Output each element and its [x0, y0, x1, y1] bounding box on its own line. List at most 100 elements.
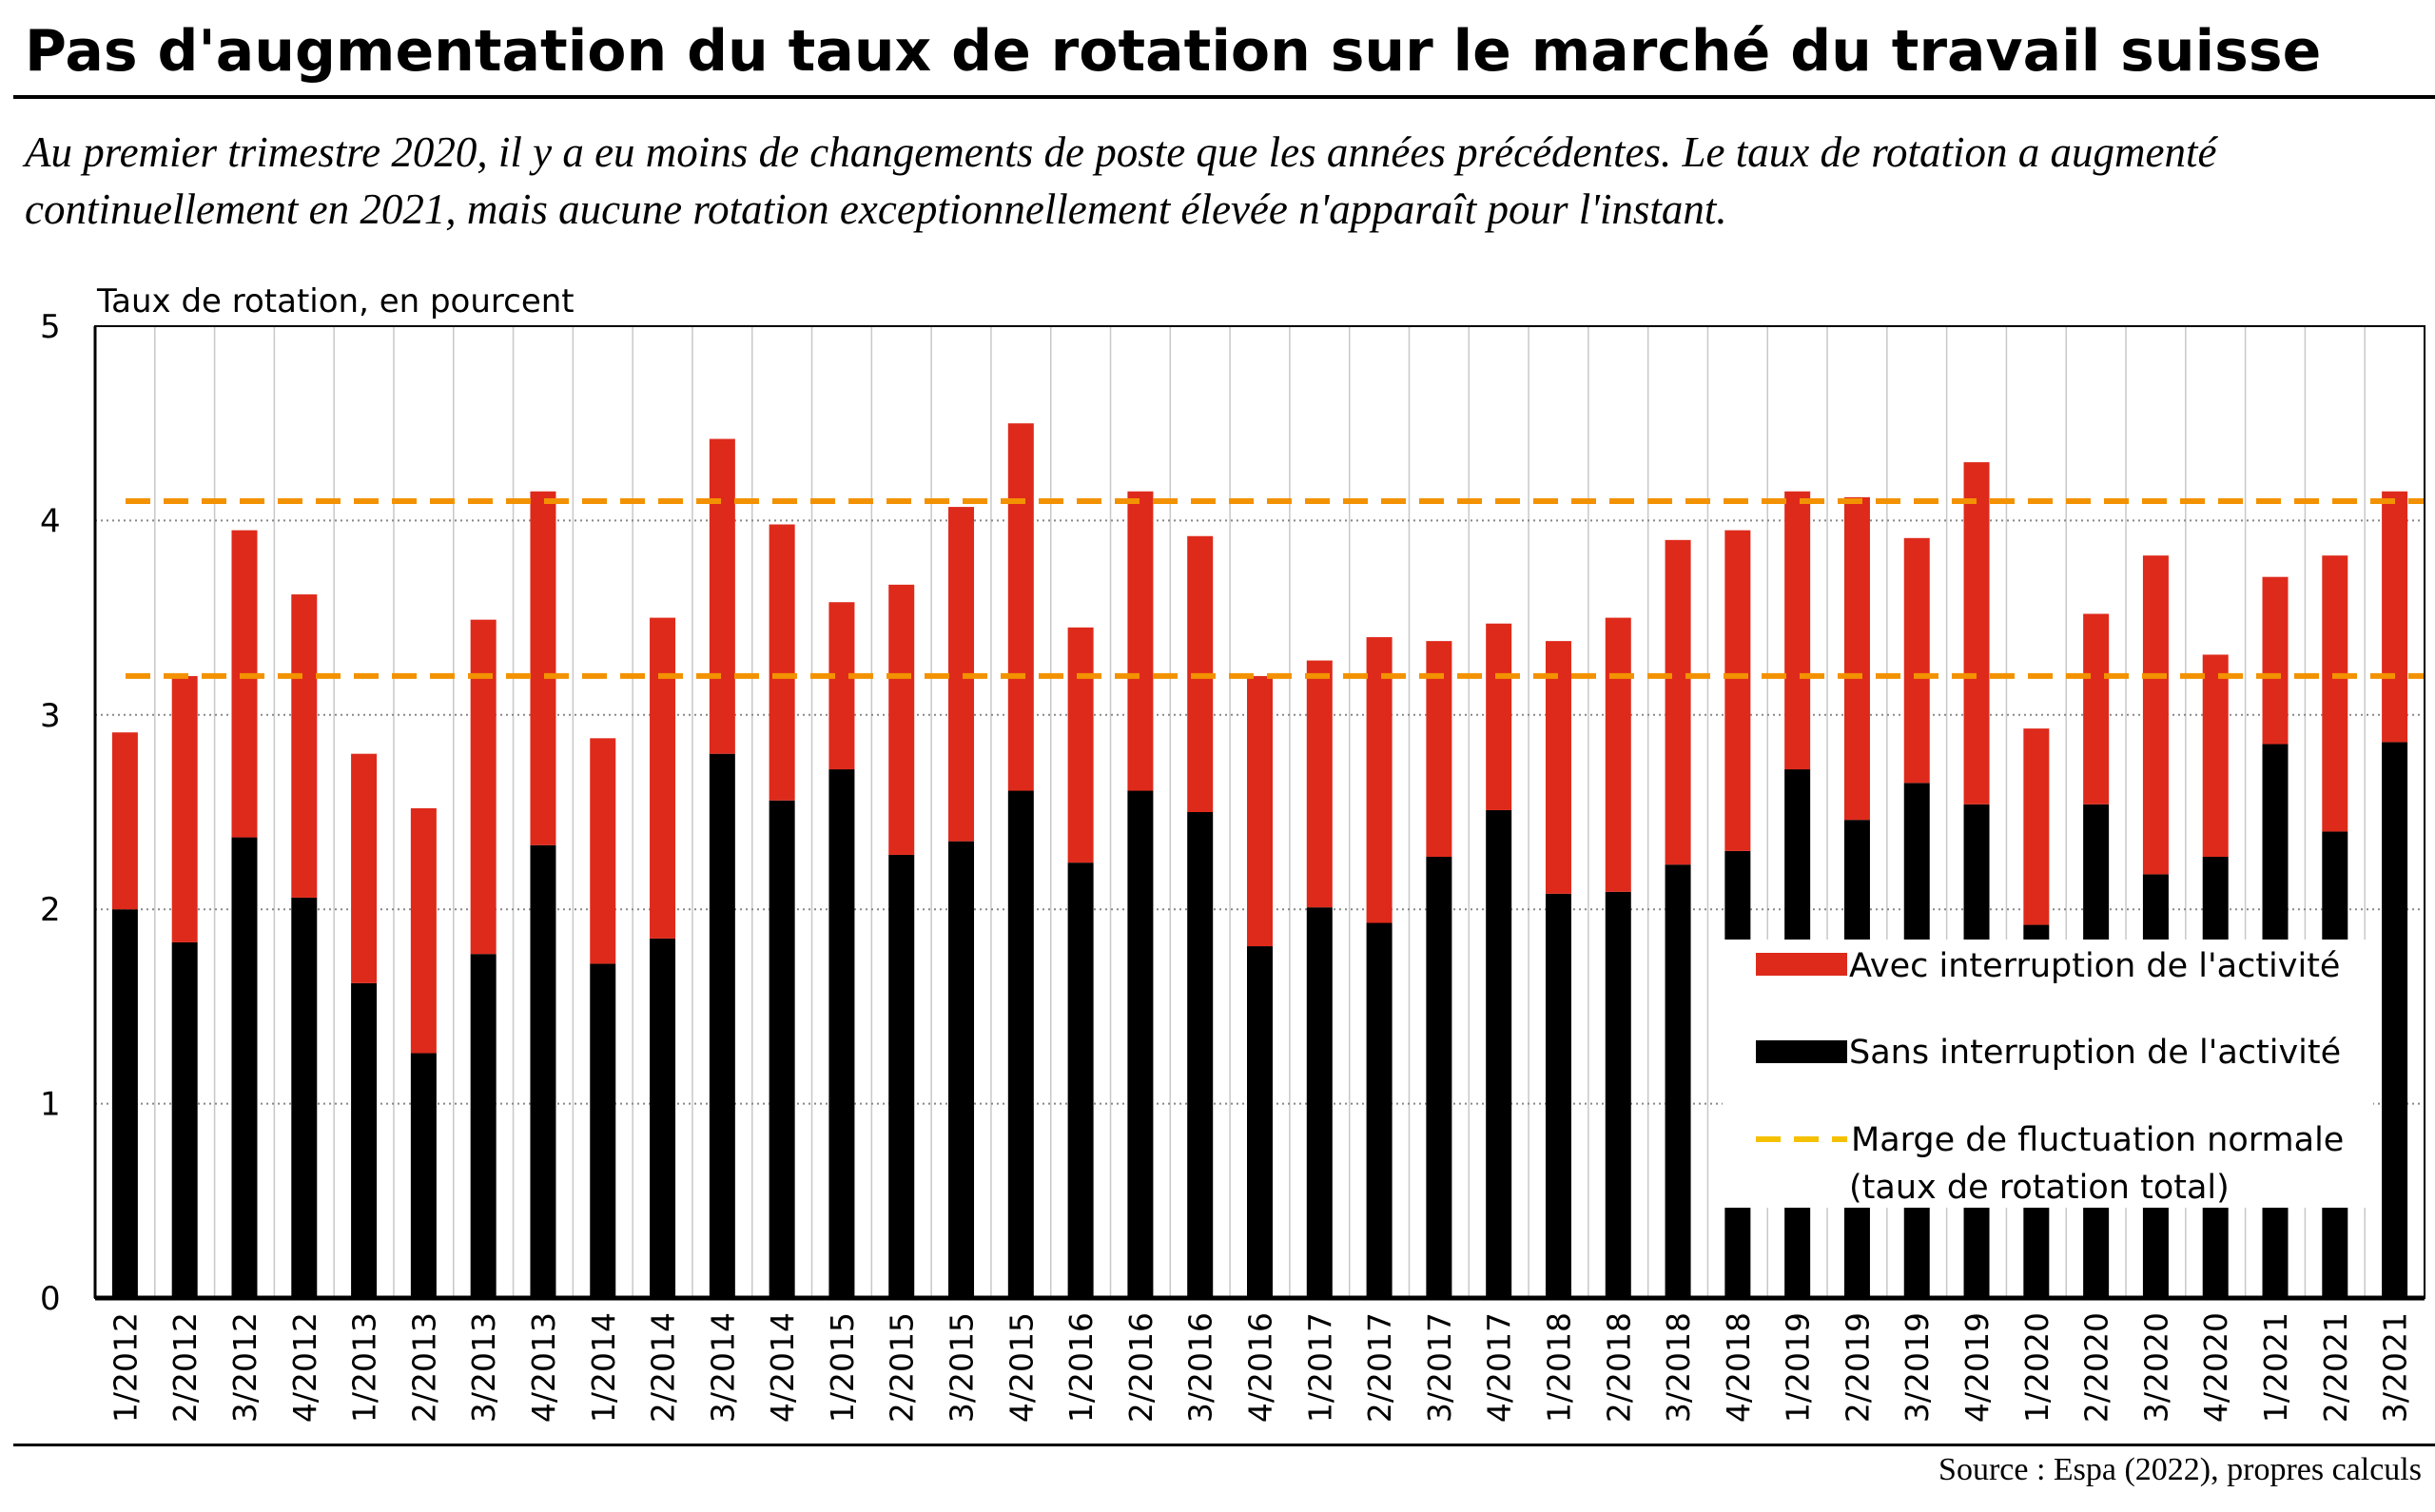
- x-tick-label: 1/2019: [1780, 1312, 1817, 1423]
- bar-sans-interruption: [291, 897, 318, 1298]
- y-tick-label: 5: [40, 308, 61, 346]
- bar-avec-interruption: [1306, 660, 1333, 908]
- bar-sans-interruption: [1545, 893, 1571, 1298]
- x-tick-label: 1/2013: [346, 1312, 383, 1423]
- bar-sans-interruption: [650, 938, 676, 1298]
- bar-sans-interruption: [231, 837, 258, 1298]
- bar-sans-interruption: [828, 769, 855, 1298]
- x-tick-label: 4/2017: [1481, 1312, 1518, 1423]
- bar-sans-interruption: [1067, 863, 1094, 1298]
- bar-avec-interruption: [410, 807, 437, 1054]
- bar-sans-interruption: [111, 909, 138, 1298]
- x-tick-label: 2/2015: [884, 1312, 921, 1423]
- x-tick-label: 2/2019: [1839, 1312, 1876, 1423]
- x-tick-label: 1/2018: [1540, 1312, 1577, 1423]
- x-tick-label: 4/2014: [764, 1312, 801, 1423]
- bar-sans-interruption: [1187, 812, 1214, 1298]
- bar-avec-interruption: [1724, 530, 1751, 851]
- x-tick-label: 2/2021: [2317, 1312, 2354, 1423]
- x-tick-label: 3/2012: [226, 1312, 263, 1423]
- bar-sans-interruption: [1426, 857, 1452, 1298]
- chart-subtitle: Au premier trimestre 2020, il y a eu moi…: [25, 128, 2217, 233]
- x-tick-label: 3/2020: [2137, 1312, 2174, 1423]
- tick-labels: 0 1 2 3 4 5 1/2012 2/2012 3/2012 4/2012 1/2013 2/20…: [40, 308, 2414, 1423]
- legend-label-band-line1: Marge de fluctuation normale: [1851, 1121, 2344, 1159]
- y-tick-label: 1: [40, 1086, 61, 1124]
- bar-avec-interruption: [888, 584, 915, 855]
- x-tick-label: 4/2019: [1958, 1312, 1996, 1423]
- bar-sans-interruption: [1007, 790, 1034, 1298]
- bottom-rule: [13, 1444, 2435, 1446]
- bar-sans-interruption: [769, 800, 795, 1298]
- x-tick-label: 2/2013: [405, 1312, 442, 1423]
- x-tick-label: 1/2015: [824, 1312, 861, 1423]
- y-tick-label: 0: [40, 1280, 61, 1318]
- bar-sans-interruption: [590, 963, 616, 1298]
- legend: Avec interruption de l'activité Sans int…: [1723, 940, 2373, 1208]
- bar-sans-interruption: [470, 954, 497, 1298]
- bar-avec-interruption: [1247, 675, 1273, 947]
- legend-swatch-avec: [1756, 953, 1847, 976]
- x-tick-label: 3/2015: [944, 1312, 981, 1423]
- y-axis-label: Taux de rotation, en pourcent: [96, 282, 575, 320]
- bar-avec-interruption: [2083, 613, 2110, 804]
- x-tick-label: 4/2020: [2197, 1312, 2234, 1423]
- x-tick-label: 1/2020: [2018, 1312, 2055, 1423]
- bar-avec-interruption: [650, 617, 676, 939]
- bar-avec-interruption: [291, 594, 318, 898]
- y-tick-label: 3: [40, 697, 61, 735]
- bar-avec-interruption: [1366, 637, 1393, 923]
- bar-sans-interruption: [1665, 864, 1691, 1298]
- x-tick-label: 4/2012: [286, 1312, 323, 1423]
- legend-label-avec: Avec interruption de l'activité: [1849, 947, 2340, 985]
- y-tick-label: 2: [40, 891, 61, 929]
- bar-sans-interruption: [1127, 790, 1154, 1298]
- bar-sans-interruption: [888, 854, 915, 1298]
- x-tick-label: 2/2014: [645, 1312, 682, 1423]
- bar-avec-interruption: [2142, 555, 2169, 875]
- bars: [111, 423, 2408, 1298]
- x-tick-label: 3/2016: [1182, 1312, 1219, 1423]
- bar-avec-interruption: [1007, 423, 1034, 791]
- x-tick-label: 3/2014: [704, 1312, 741, 1423]
- bar-avec-interruption: [2023, 728, 2050, 925]
- bar-avec-interruption: [1545, 641, 1571, 894]
- bar-avec-interruption: [2382, 491, 2408, 743]
- x-tick-label: 4/2015: [1003, 1312, 1040, 1423]
- x-tick-label: 2/2017: [1361, 1312, 1398, 1423]
- x-tick-label: 3/2013: [465, 1312, 502, 1423]
- grid-lines: [95, 326, 2425, 1298]
- x-tick-label: 2/2012: [166, 1312, 204, 1423]
- bar-sans-interruption: [1247, 946, 1273, 1298]
- bar-avec-interruption: [2322, 555, 2348, 832]
- bar-sans-interruption: [1486, 809, 1512, 1298]
- x-tick-label: 1/2014: [585, 1312, 622, 1423]
- bar-avec-interruption: [1127, 491, 1154, 791]
- chart-title: Pas d'augmentation du taux de rotation s…: [25, 18, 2322, 85]
- bar-avec-interruption: [1486, 623, 1512, 810]
- bar-avec-interruption: [1784, 491, 1811, 770]
- bar-sans-interruption: [351, 982, 378, 1298]
- bar-avec-interruption: [530, 491, 556, 845]
- bar-avec-interruption: [828, 602, 855, 770]
- bar-sans-interruption: [948, 841, 975, 1298]
- x-tick-label: 3/2019: [1899, 1312, 1936, 1423]
- fluctuation-band-lines: [126, 497, 2425, 679]
- x-tick-label: 3/2021: [2377, 1312, 2414, 1423]
- bar-sans-interruption: [2382, 742, 2408, 1298]
- bar-avec-interruption: [231, 530, 258, 838]
- x-tick-label: 4/2018: [1720, 1312, 1757, 1423]
- bar-sans-interruption: [171, 941, 198, 1298]
- bar-avec-interruption: [709, 438, 735, 754]
- bar-sans-interruption: [1605, 891, 1631, 1298]
- bar-avec-interruption: [1843, 496, 1870, 821]
- y-tick-label: 4: [40, 502, 61, 540]
- x-tick-label: 3/2017: [1421, 1312, 1458, 1423]
- x-tick-label: 3/2018: [1660, 1312, 1697, 1423]
- bar-avec-interruption: [2262, 576, 2289, 745]
- legend-label-sans: Sans interruption de l'activité: [1849, 1034, 2341, 1072]
- bar-avec-interruption: [1067, 627, 1094, 863]
- bar-avec-interruption: [1665, 539, 1691, 865]
- bar-sans-interruption: [1306, 907, 1333, 1298]
